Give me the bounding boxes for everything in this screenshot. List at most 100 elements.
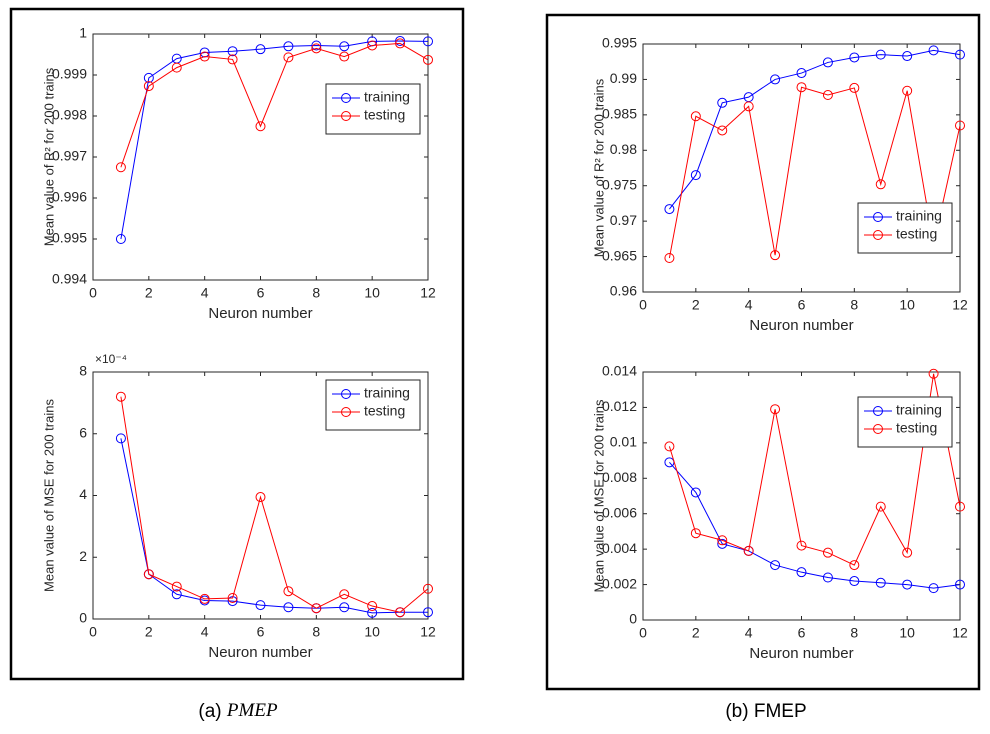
y-tick-label: 0.994 xyxy=(52,271,87,287)
point xyxy=(849,576,860,587)
point xyxy=(822,547,833,558)
point xyxy=(875,179,886,190)
point xyxy=(796,540,807,551)
y-tick-label: 6 xyxy=(79,424,87,440)
point xyxy=(902,579,913,590)
point xyxy=(283,602,294,613)
point xyxy=(227,46,238,57)
y-tick-label: 0 xyxy=(79,610,87,626)
y-tick-label: 0.98 xyxy=(610,141,637,157)
point xyxy=(367,40,378,51)
x-tick-label: 4 xyxy=(201,285,209,301)
point xyxy=(849,560,860,571)
point xyxy=(743,545,754,556)
legend-label: training xyxy=(896,402,942,418)
y-tick-label: 0.008 xyxy=(602,469,637,485)
point xyxy=(255,44,266,55)
point xyxy=(822,90,833,101)
point xyxy=(339,51,350,62)
point xyxy=(367,601,378,612)
legend-label: testing xyxy=(896,226,937,242)
point xyxy=(283,52,294,63)
y-tick-label: 0.006 xyxy=(602,504,637,520)
caption-name: PMEP xyxy=(226,700,278,721)
legend-label: testing xyxy=(364,107,405,123)
point xyxy=(690,111,701,122)
panel-frame xyxy=(9,7,465,681)
x-tick-label: 12 xyxy=(952,625,968,641)
point xyxy=(664,441,675,452)
legend xyxy=(325,83,421,135)
legend-swatch xyxy=(873,212,883,222)
plot-area xyxy=(92,33,429,281)
point xyxy=(902,547,913,558)
legend-swatch xyxy=(341,111,351,121)
y-axis-label: Mean value of R² for 200 trains xyxy=(41,67,56,246)
x-tick-label: 10 xyxy=(364,624,380,640)
legend-swatch xyxy=(873,424,883,434)
y-tick-label: 0.995 xyxy=(602,35,637,51)
y-tick-label: 0.995 xyxy=(52,230,87,246)
point xyxy=(796,68,807,79)
point xyxy=(717,538,728,549)
x-tick-label: 4 xyxy=(201,624,209,640)
x-tick-label: 0 xyxy=(639,625,647,641)
x-tick-label: 2 xyxy=(145,285,153,301)
point xyxy=(395,35,406,46)
caption: (b) FMEP xyxy=(725,701,806,722)
point xyxy=(770,250,781,261)
y-tick-label: 0.01 xyxy=(610,434,637,450)
x-tick-label: 8 xyxy=(850,625,858,641)
point xyxy=(423,583,433,594)
plot-area xyxy=(642,43,961,293)
point xyxy=(690,528,701,539)
point xyxy=(770,74,781,85)
point xyxy=(227,593,238,604)
x-tick-label: 4 xyxy=(745,297,753,313)
point xyxy=(311,43,322,54)
point xyxy=(928,45,939,56)
legend-label: training xyxy=(896,208,942,224)
point xyxy=(423,607,433,618)
point xyxy=(875,49,886,60)
point xyxy=(395,38,406,49)
point xyxy=(822,57,833,68)
panel-frame xyxy=(545,13,981,691)
point xyxy=(796,82,807,93)
point xyxy=(171,581,182,592)
point xyxy=(849,82,860,93)
point xyxy=(664,252,675,263)
point xyxy=(822,572,833,583)
y-tick-label: 0.014 xyxy=(602,363,637,379)
point xyxy=(171,589,182,600)
y-tick-label: 0.002 xyxy=(602,575,637,591)
point xyxy=(770,560,781,571)
point xyxy=(423,54,433,65)
point xyxy=(115,234,126,244)
legend-swatch xyxy=(341,407,351,417)
point xyxy=(902,85,913,96)
point xyxy=(255,600,266,611)
y-tick-label: 0.975 xyxy=(602,176,637,192)
point xyxy=(955,579,965,590)
legend-swatch xyxy=(341,93,351,103)
legend xyxy=(857,396,953,448)
legend-swatch xyxy=(341,389,351,399)
legend-swatch xyxy=(873,406,883,416)
y-tick-label: 0.998 xyxy=(52,107,87,123)
y-tick-label: 8 xyxy=(79,363,87,379)
point xyxy=(143,569,154,580)
point xyxy=(849,52,860,63)
point xyxy=(423,36,433,47)
point xyxy=(717,535,728,546)
point xyxy=(115,433,126,444)
legend-label: testing xyxy=(364,403,405,419)
point xyxy=(928,368,939,379)
point xyxy=(717,97,728,108)
point xyxy=(283,586,294,597)
caption-label: (a) xyxy=(198,701,221,722)
legend-label: training xyxy=(364,89,410,105)
y-axis-label: Mean value of MSE for 200 trains xyxy=(591,399,606,592)
y-tick-label: 0.97 xyxy=(610,212,637,228)
